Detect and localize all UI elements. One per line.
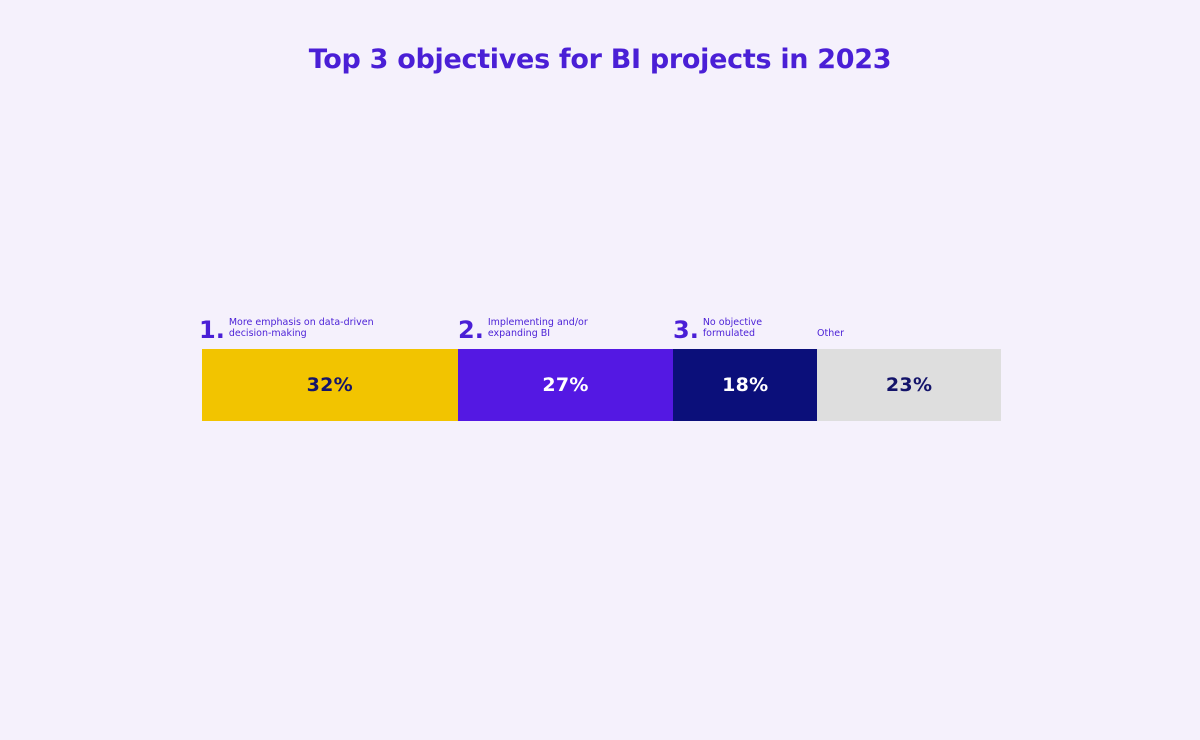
bar-segment-3: 18% [673, 349, 818, 421]
category-label-3: 3. No objective formulated [673, 306, 762, 342]
category-label-1: 1. More emphasis on data-driven decision… [199, 306, 374, 342]
bar-segment-4: 23% [817, 349, 1001, 421]
category-text: No objective formulated [702, 317, 763, 339]
rank-number: 1. [199, 316, 225, 344]
rank-number: 3. [673, 316, 699, 344]
bar-segment-1: 32% [202, 349, 458, 421]
bar-value-label: 18% [722, 374, 769, 396]
bar-value-label: 23% [885, 374, 933, 396]
category-labels: 1. More emphasis on data-driven decision… [0, 306, 1200, 342]
category-text: Implementing and/or expanding BI [487, 317, 588, 339]
category-text: Other [817, 328, 844, 339]
bar-value-label: 27% [542, 374, 589, 396]
chart-title: Top 3 objectives for BI projects in 2023 [308, 44, 892, 75]
bar-segment-2: 27% [457, 349, 674, 421]
stacked-bar: 32% 27% 18% 23% [202, 349, 1001, 421]
category-text: More emphasis on data-driven decision-ma… [228, 317, 374, 339]
bar-value-label: 32% [306, 374, 354, 396]
category-label-4: Other [817, 306, 844, 342]
rank-number: 2. [458, 316, 484, 344]
category-label-2: 2. Implementing and/or expanding BI [458, 306, 588, 342]
